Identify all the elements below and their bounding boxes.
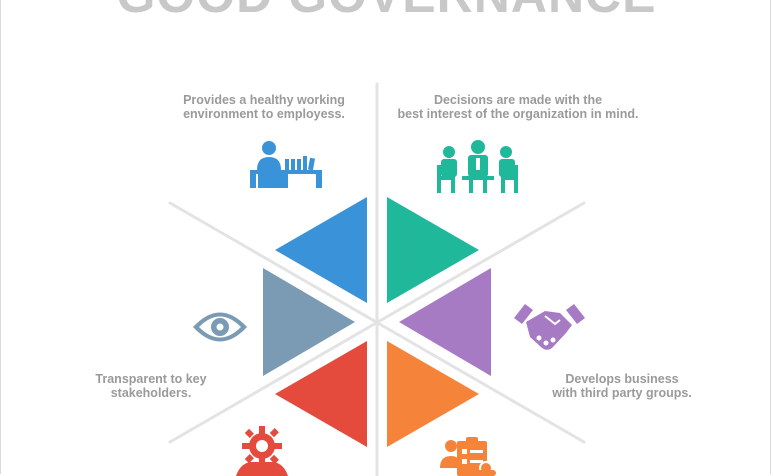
caption-business: Develops business with third party group… (533, 372, 711, 400)
caption-line: stakeholders. (110, 386, 192, 400)
caption-line: Develops business (565, 372, 679, 386)
caption-line: Decisions are made with the (433, 93, 603, 107)
caption-decisions: Decisions are made with the best interes… (380, 93, 656, 121)
meeting-icon (437, 140, 518, 193)
eye-icon (193, 312, 247, 342)
wedge-slate (263, 268, 355, 376)
caption-line: Provides a healthy working (183, 93, 345, 107)
gear-person-icon (236, 426, 288, 476)
caption-line: Transparent to key (95, 372, 207, 386)
wedge-red (275, 341, 367, 447)
handshake-icon (514, 304, 585, 350)
wedge-teal (387, 197, 479, 303)
wedge-blue (275, 197, 367, 303)
wedge-purple (399, 268, 491, 376)
checklist-person-icon (440, 437, 496, 476)
spoke-lines (168, 82, 586, 476)
caption-line: environment to employess. (183, 107, 345, 121)
wedge-orange (387, 341, 479, 447)
caption-transparent: Transparent to key stakeholders. (76, 372, 226, 400)
page-title: GOOD GOVERNANCE (0, 0, 773, 24)
caption-healthy-environment: Provides a healthy working environment t… (168, 93, 360, 121)
office-desk-icon (250, 141, 322, 188)
caption-line: with third party groups. (552, 386, 692, 400)
caption-line: best interest of the organization in min… (397, 107, 639, 121)
